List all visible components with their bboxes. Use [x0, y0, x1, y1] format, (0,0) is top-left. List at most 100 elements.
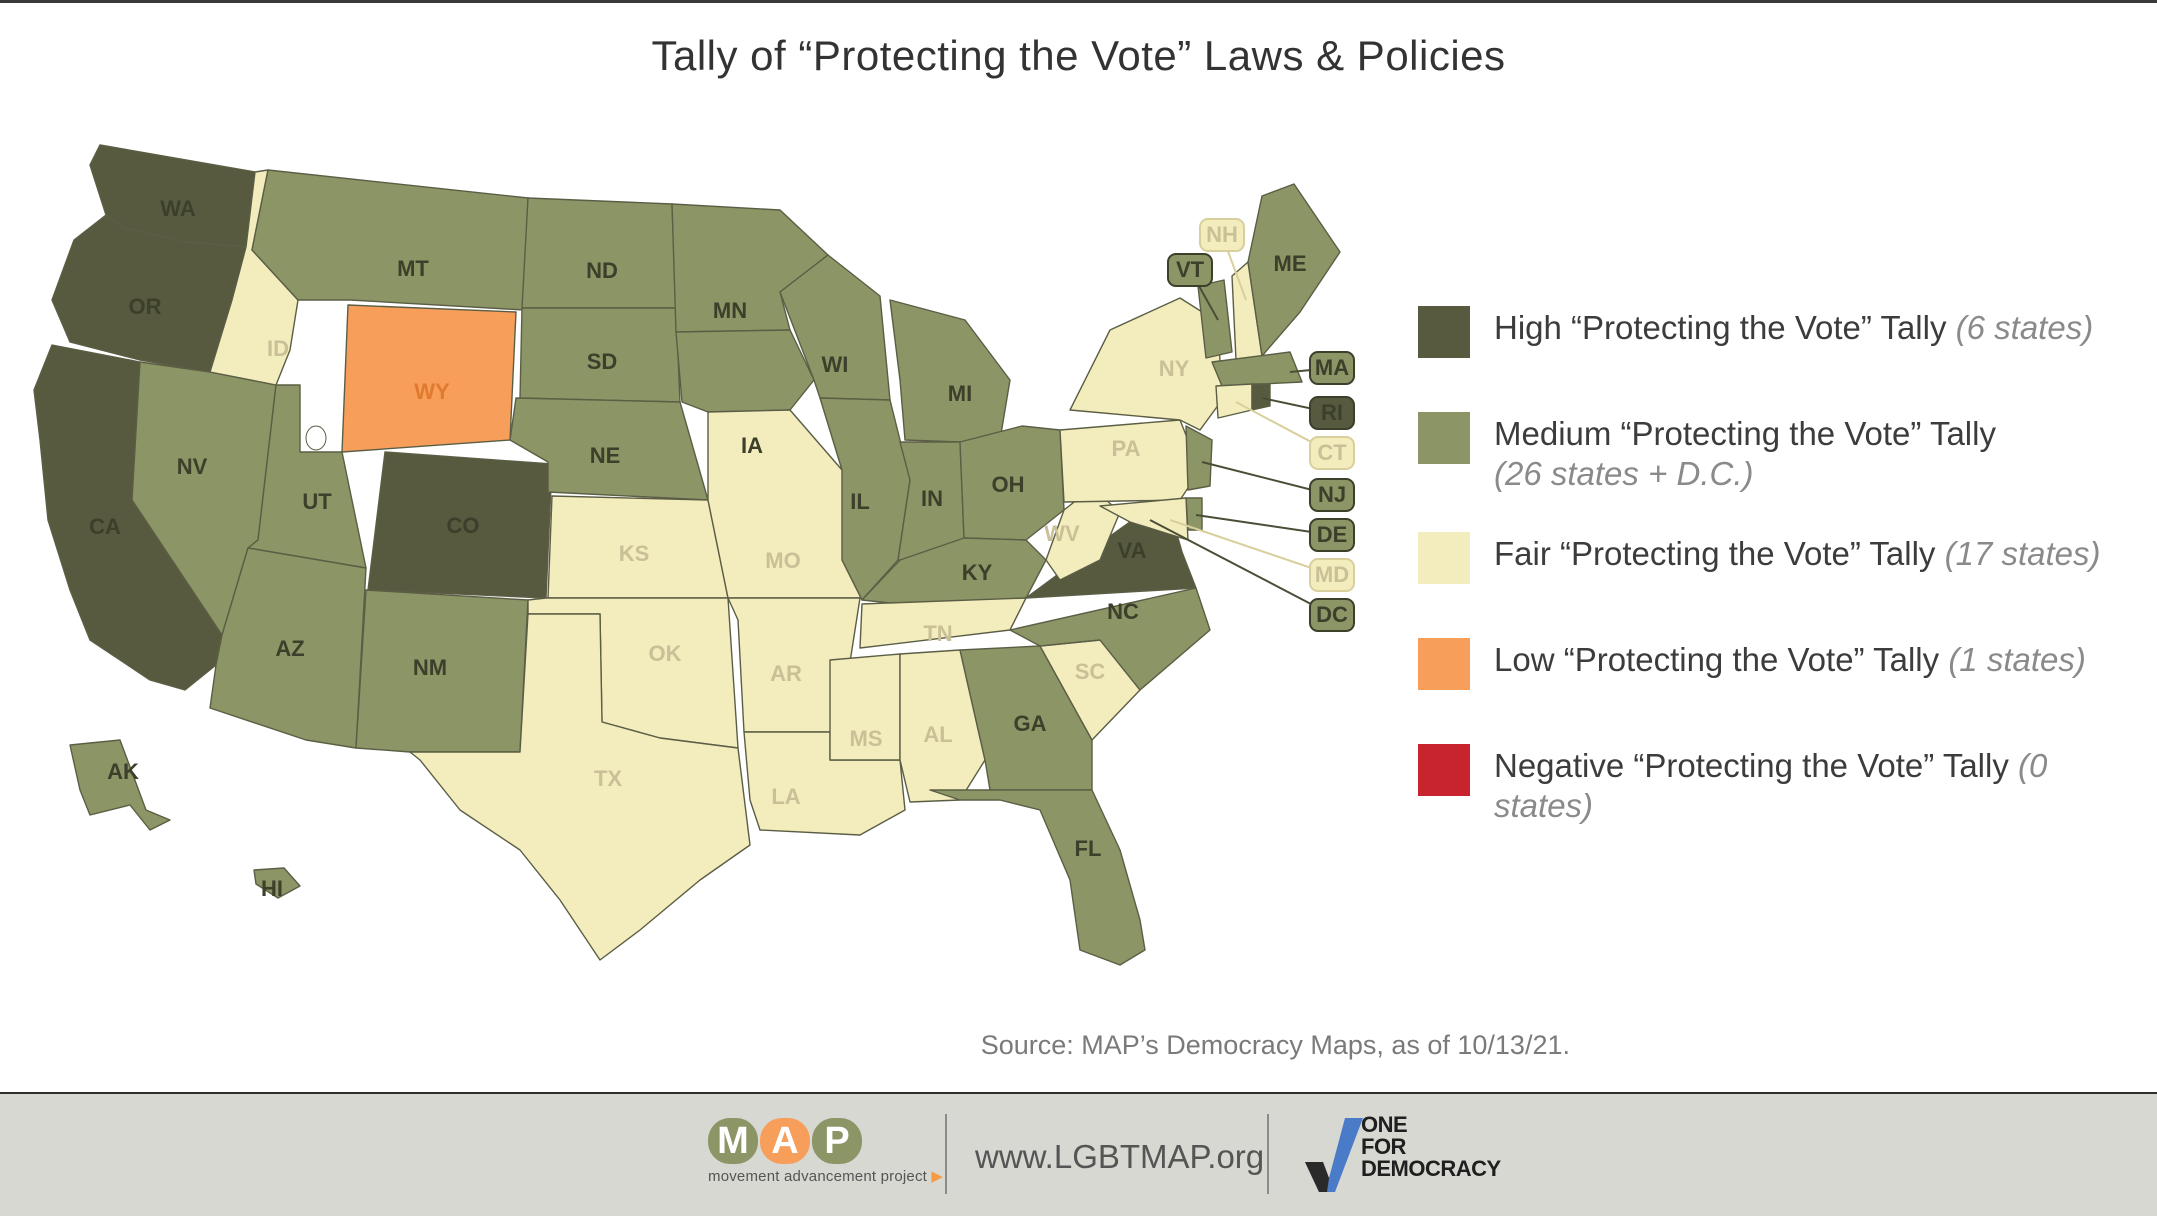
footer-divider	[945, 1114, 947, 1194]
leader-line-md	[1169, 519, 1333, 576]
state-label-nc: NC	[1107, 599, 1139, 624]
state-az	[209, 547, 367, 749]
state-label-pa: PA	[1112, 436, 1141, 461]
legend-count: (1 states)	[1948, 641, 2086, 678]
state-label-ak: AK	[107, 759, 139, 784]
state-ct	[1215, 383, 1253, 419]
state-badge-vt	[1167, 253, 1213, 287]
state-label-oh: OH	[992, 472, 1025, 497]
state-label-ia: IA	[741, 433, 763, 458]
state-badge-nh	[1199, 218, 1245, 252]
state-label-de: DE	[1317, 522, 1348, 547]
state-label-vt: VT	[1176, 257, 1205, 282]
legend-item-high: High “Protecting the Vote” Tally (6 stat…	[1418, 300, 2138, 406]
legend: High “Protecting the Vote” Tally (6 stat…	[1418, 300, 2138, 844]
logo-letter-m: M	[708, 1118, 758, 1164]
state-label-ar: AR	[770, 661, 802, 686]
legend-swatch-medium	[1418, 412, 1470, 464]
map-logo[interactable]: M A P movement advancement project ▶	[708, 1118, 943, 1185]
footer-divider	[1267, 1114, 1269, 1194]
legend-swatch-negative	[1418, 744, 1470, 796]
leader-line-dc	[1149, 519, 1333, 616]
state-label-mi: MI	[948, 381, 972, 406]
state-il	[819, 397, 911, 601]
state-label-ks: KS	[619, 541, 650, 566]
state-label-wy: WY	[414, 379, 450, 404]
legend-label: Fair “Protecting the Vote” Tally	[1494, 535, 1936, 572]
top-rule	[0, 0, 2157, 3]
state-label-fl: FL	[1075, 836, 1102, 861]
state-tx	[409, 613, 751, 961]
state-label-la: LA	[771, 784, 800, 809]
legend-item-fair: Fair “Protecting the Vote” Tally (17 sta…	[1418, 526, 2138, 632]
state-label-ky: KY	[962, 560, 993, 585]
source-note: Source: MAP’s Democracy Maps, as of 10/1…	[980, 1030, 1570, 1060]
state-label-ny: NY	[1159, 356, 1190, 381]
state-ri	[1251, 383, 1271, 411]
state-badge-md	[1309, 558, 1355, 592]
state-badge-ma	[1309, 351, 1355, 385]
state-label-ct: CT	[1317, 440, 1347, 465]
legend-item-low: Low “Protecting the Vote” Tally (1 state…	[1418, 632, 2138, 738]
state-label-co: CO	[447, 513, 480, 538]
state-ak	[69, 739, 171, 831]
state-label-ri: RI	[1321, 400, 1343, 425]
legend-count: (6 states)	[1955, 309, 2094, 346]
state-fl	[929, 789, 1146, 966]
state-label-ma: MA	[1315, 355, 1349, 380]
state-ny	[1069, 297, 1223, 431]
map-title: Tally of “Protecting the Vote” Laws & Po…	[651, 32, 1506, 79]
legend-swatch-fair	[1418, 532, 1470, 584]
state-shapes	[33, 144, 1341, 966]
partner-line-for: FOR	[1361, 1134, 1406, 1159]
state-label-al: AL	[923, 722, 952, 747]
state-nd	[521, 197, 677, 309]
state-badge-ct	[1309, 436, 1355, 470]
lake-shape	[305, 425, 327, 451]
legend-count: (17 states)	[1944, 535, 2101, 572]
legend-label: Medium “Protecting the Vote” Tally	[1494, 415, 1996, 452]
state-label-az: AZ	[275, 636, 304, 661]
state-label-nh: NH	[1206, 222, 1238, 247]
state-badge-nj	[1309, 478, 1355, 512]
footer: M A P movement advancement project ▶ www…	[0, 1092, 2157, 1216]
one-for-democracy-logo[interactable]: ONE FOR DEMOCRACY	[1305, 1114, 1501, 1197]
state-label-ne: NE	[590, 443, 621, 468]
state-label-sc: SC	[1075, 659, 1106, 684]
state-label-md: MD	[1315, 562, 1349, 587]
state-label-tn: TN	[923, 621, 952, 646]
state-label-mo: MO	[765, 548, 800, 573]
legend-count: (0 states)	[1494, 747, 2048, 824]
state-label-me: ME	[1274, 251, 1307, 276]
state-label-tx: TX	[594, 766, 622, 791]
play-arrow-icon: ▶	[931, 1168, 944, 1185]
state-badge-ri	[1309, 396, 1355, 430]
state-label-il: IL	[850, 489, 870, 514]
state-badge-de	[1309, 518, 1355, 552]
state-label-nm: NM	[413, 655, 447, 680]
state-label-nv: NV	[177, 454, 208, 479]
logo-letter-p: P	[812, 1118, 862, 1164]
legend-item-negative: Negative “Protecting the Vote” Tally (0 …	[1418, 738, 2138, 844]
state-label-mn: MN	[713, 298, 747, 323]
state-badge-dc	[1309, 598, 1355, 632]
state-hi	[253, 867, 301, 899]
partner-name: ONE FOR DEMOCRACY	[1361, 1114, 1501, 1180]
state-ut	[247, 384, 367, 569]
legend-count: (26 states + D.C.)	[1494, 455, 1754, 492]
partner-line-democracy: DEMOCRACY	[1361, 1156, 1501, 1181]
state-label-wa: WA	[160, 196, 196, 221]
state-nj	[1185, 425, 1213, 491]
state-label-va: VA	[1118, 538, 1147, 563]
state-mt	[251, 169, 529, 311]
state-label-or: OR	[129, 294, 162, 319]
state-ne	[509, 397, 709, 501]
state-label-wi: WI	[822, 352, 849, 377]
state-ma	[1211, 351, 1303, 387]
state-label-wv: WV	[1044, 521, 1080, 546]
state-label-nd: ND	[586, 258, 618, 283]
state-pa	[1059, 419, 1201, 503]
logo-letter-a: A	[760, 1118, 810, 1164]
website-link[interactable]: www.LGBTMAP.org	[975, 1138, 1265, 1175]
legend-label: Low “Protecting the Vote” Tally	[1494, 641, 1940, 678]
